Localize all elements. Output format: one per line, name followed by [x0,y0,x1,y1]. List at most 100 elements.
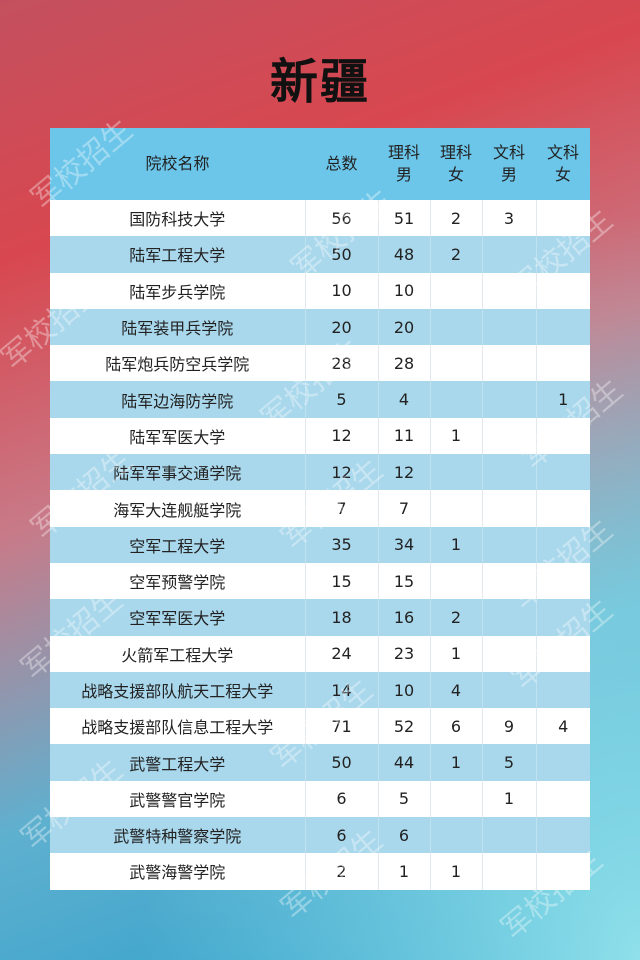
table-row: 陆军炮兵防空兵学院 28 28 [50,345,590,382]
table-row: 空军预警学院 15 15 [50,562,590,600]
cell-total: 28 [304,345,378,382]
cell-arts-male [481,417,536,455]
cell-arts-female [535,780,590,818]
admission-table: 院校名称 总数 理科男 理科女 文科男 文科女 国防科技大学 56 51 2 3 陆军工程大学 50 4… [50,128,590,890]
header-text: 院校名称 [145,154,210,173]
cell-arts-female [535,454,590,491]
cell-arts-male [481,345,536,382]
cell-total: 12 [304,454,378,491]
table-row: 空军工程大学 35 34 1 [50,526,590,563]
cell-arts-male [481,562,536,600]
cell-arts-male: 9 [481,708,536,745]
cell-arts-male [481,236,536,273]
cell-science-male: 5 [377,780,430,818]
cell-total: 50 [304,744,378,781]
cell-science-female: 1 [429,417,482,455]
cell-arts-female [535,744,590,781]
header-text: 理科男 [387,143,420,184]
table-row: 武警工程大学 50 44 1 5 [50,744,590,781]
cell-arts-female [535,236,590,273]
cell-school-name: 火箭军工程大学 [50,635,305,672]
cell-science-female: 1 [429,635,482,672]
header-text: 文科女 [546,143,579,184]
cell-science-female [429,308,482,346]
cell-total: 6 [304,780,378,818]
cell-science-male: 20 [377,308,430,346]
table-row: 武警特种警察学院 6 6 [50,817,590,854]
cell-science-female: 2 [429,599,482,636]
cell-science-female: 1 [429,526,482,563]
cell-arts-female [535,308,590,346]
cell-total: 35 [304,526,378,563]
cell-science-female: 1 [429,853,482,890]
cell-science-male: 7 [377,490,430,527]
cell-arts-female [535,635,590,672]
cell-arts-male [481,853,536,890]
cell-science-female: 1 [429,744,482,781]
table-row: 海军大连舰艇学院 7 7 [50,490,590,527]
cell-arts-male [481,490,536,527]
header-science-female: 理科女 [430,128,482,200]
table-row: 陆军军医大学 12 11 1 [50,417,590,455]
cell-arts-male [481,599,536,636]
cell-total: 50 [304,236,378,273]
cell-science-female [429,490,482,527]
table-row: 武警海警学院 2 1 1 [50,853,590,890]
table-row: 武警警官学院 6 5 1 [50,780,590,818]
cell-arts-male [481,671,536,709]
table-row: 陆军工程大学 50 48 2 [50,236,590,273]
cell-arts-female [535,526,590,563]
cell-arts-female [535,272,590,309]
cell-school-name: 陆军边海防学院 [50,381,305,418]
cell-science-male: 16 [377,599,430,636]
cell-total: 2 [304,853,378,890]
cell-science-male: 15 [377,562,430,600]
cell-school-name: 武警警官学院 [50,780,305,818]
cell-school-name: 空军预警学院 [50,562,305,600]
table-row: 战略支援部队航天工程大学 14 10 4 [50,671,590,709]
cell-arts-male: 3 [481,200,536,237]
table-row: 陆军军事交通学院 12 12 [50,454,590,491]
cell-arts-male: 1 [481,780,536,818]
cell-arts-female: 1 [535,381,590,418]
table-row: 国防科技大学 56 51 2 3 [50,200,590,237]
cell-arts-female [535,671,590,709]
cell-arts-male [481,272,536,309]
cell-total: 71 [304,708,378,745]
cell-arts-male [481,308,536,346]
cell-science-female [429,562,482,600]
cell-school-name: 空军军医大学 [50,599,305,636]
header-text: 文科男 [492,143,525,184]
cell-arts-female: 4 [535,708,590,745]
cell-science-male: 48 [377,236,430,273]
cell-arts-male [481,817,536,854]
cell-science-female: 2 [429,236,482,273]
cell-science-male: 1 [377,853,430,890]
cell-arts-female [535,345,590,382]
cell-arts-female [535,200,590,237]
cell-total: 7 [304,490,378,527]
cell-total: 56 [304,200,378,237]
cell-arts-female [535,817,590,854]
cell-school-name: 陆军装甲兵学院 [50,308,305,346]
header-text: 总数 [325,154,358,173]
cell-science-male: 10 [377,272,430,309]
cell-arts-male [481,635,536,672]
cell-science-male: 28 [377,345,430,382]
cell-arts-male [481,526,536,563]
cell-total: 18 [304,599,378,636]
cell-total: 15 [304,562,378,600]
cell-science-female [429,272,482,309]
header-school-name: 院校名称 [50,128,305,200]
cell-total: 10 [304,272,378,309]
cell-science-male: 10 [377,671,430,709]
page-title: 新疆 [269,54,370,110]
cell-school-name: 陆军炮兵防空兵学院 [50,345,305,382]
cell-total: 12 [304,417,378,455]
table-row: 陆军边海防学院 5 4 1 [50,381,590,418]
header-arts-female: 文科女 [536,128,590,200]
cell-science-male: 23 [377,635,430,672]
cell-school-name: 国防科技大学 [50,200,305,237]
cell-school-name: 战略支援部队信息工程大学 [50,708,305,745]
cell-school-name: 海军大连舰艇学院 [50,490,305,527]
